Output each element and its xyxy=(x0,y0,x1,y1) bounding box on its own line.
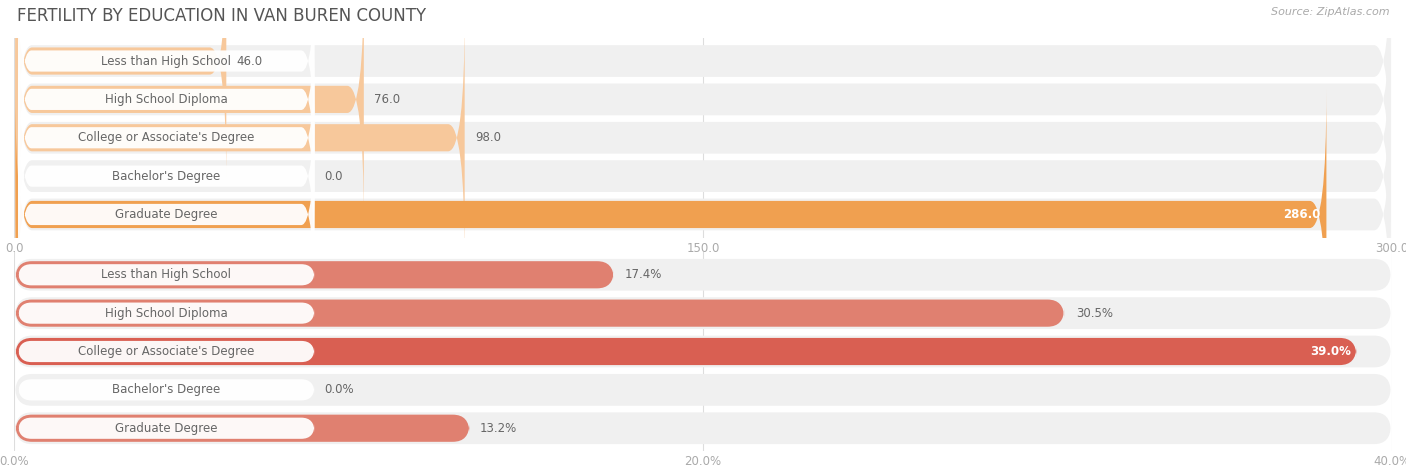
FancyBboxPatch shape xyxy=(15,261,614,288)
FancyBboxPatch shape xyxy=(15,300,1064,327)
Text: 76.0: 76.0 xyxy=(374,93,401,106)
Text: 98.0: 98.0 xyxy=(475,131,501,144)
Text: Less than High School: Less than High School xyxy=(101,55,232,67)
FancyBboxPatch shape xyxy=(18,114,315,314)
FancyBboxPatch shape xyxy=(15,90,1326,339)
FancyBboxPatch shape xyxy=(18,0,315,161)
Text: 30.5%: 30.5% xyxy=(1076,307,1112,320)
Text: High School Diploma: High School Diploma xyxy=(105,307,228,320)
Text: 46.0: 46.0 xyxy=(236,55,263,67)
Text: Less than High School: Less than High School xyxy=(101,268,232,281)
Text: Graduate Degree: Graduate Degree xyxy=(115,208,218,221)
Text: Bachelor's Degree: Bachelor's Degree xyxy=(112,383,221,396)
Text: College or Associate's Degree: College or Associate's Degree xyxy=(79,345,254,358)
FancyBboxPatch shape xyxy=(15,0,1391,183)
FancyBboxPatch shape xyxy=(15,297,1391,329)
FancyBboxPatch shape xyxy=(15,336,1391,367)
FancyBboxPatch shape xyxy=(15,412,1391,444)
Text: 0.0%: 0.0% xyxy=(325,383,354,396)
FancyBboxPatch shape xyxy=(15,54,1391,298)
Text: 17.4%: 17.4% xyxy=(624,268,662,281)
FancyBboxPatch shape xyxy=(15,374,1391,406)
Text: Graduate Degree: Graduate Degree xyxy=(115,422,218,435)
FancyBboxPatch shape xyxy=(15,259,1391,291)
FancyBboxPatch shape xyxy=(15,92,1391,337)
Text: Bachelor's Degree: Bachelor's Degree xyxy=(112,170,221,182)
FancyBboxPatch shape xyxy=(18,0,315,200)
FancyBboxPatch shape xyxy=(18,379,315,400)
Text: 0.0: 0.0 xyxy=(325,170,343,182)
FancyBboxPatch shape xyxy=(18,264,315,285)
FancyBboxPatch shape xyxy=(18,38,315,238)
FancyBboxPatch shape xyxy=(15,0,364,224)
FancyBboxPatch shape xyxy=(15,0,1391,222)
FancyBboxPatch shape xyxy=(15,0,226,186)
Text: 286.0: 286.0 xyxy=(1284,208,1320,221)
FancyBboxPatch shape xyxy=(18,341,315,362)
Text: High School Diploma: High School Diploma xyxy=(105,93,228,106)
Text: Source: ZipAtlas.com: Source: ZipAtlas.com xyxy=(1271,7,1389,17)
FancyBboxPatch shape xyxy=(18,418,315,439)
Text: 39.0%: 39.0% xyxy=(1310,345,1351,358)
Text: FERTILITY BY EDUCATION IN VAN BUREN COUNTY: FERTILITY BY EDUCATION IN VAN BUREN COUN… xyxy=(17,7,426,25)
Text: 13.2%: 13.2% xyxy=(479,422,517,435)
FancyBboxPatch shape xyxy=(18,303,315,324)
FancyBboxPatch shape xyxy=(15,13,464,262)
FancyBboxPatch shape xyxy=(15,338,1357,365)
Text: College or Associate's Degree: College or Associate's Degree xyxy=(79,131,254,144)
FancyBboxPatch shape xyxy=(15,415,470,442)
FancyBboxPatch shape xyxy=(15,16,1391,260)
FancyBboxPatch shape xyxy=(18,76,315,276)
